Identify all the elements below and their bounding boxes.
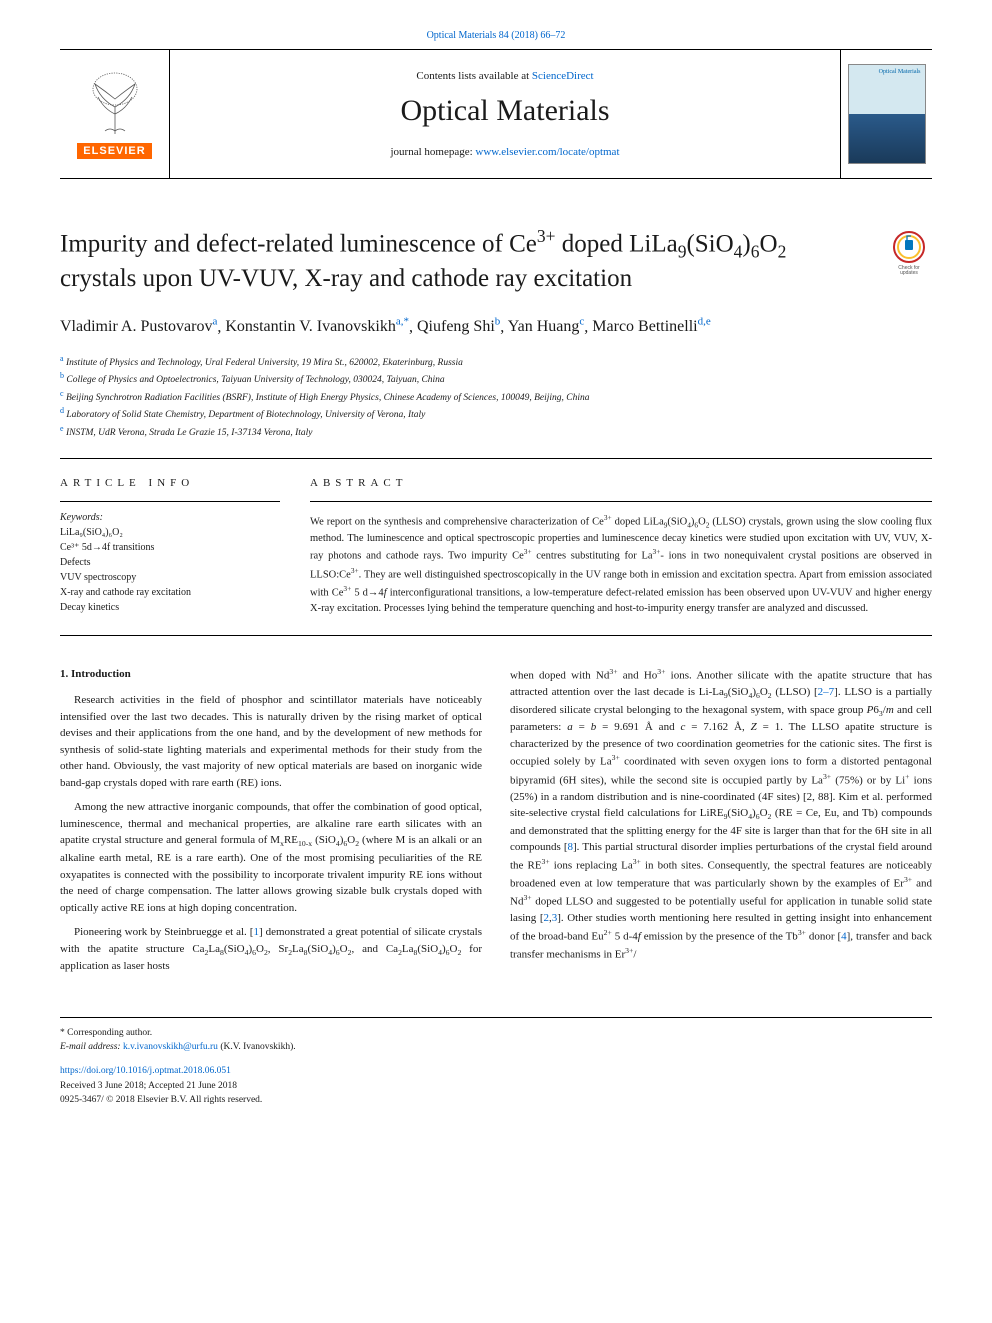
body-columns: 1. Introduction Research activities in t…	[60, 666, 932, 983]
citation-link[interactable]: Optical Materials 84 (2018) 66–72	[427, 30, 566, 41]
homepage-line: journal homepage: www.elsevier.com/locat…	[170, 146, 840, 158]
author: Yan Huangc	[508, 318, 585, 335]
homepage-prefix: journal homepage:	[391, 146, 476, 158]
section-heading: 1. Introduction	[60, 666, 482, 683]
body-paragraph: Among the new attractive inorganic compo…	[60, 799, 482, 916]
affiliation: e INSTM, UdR Verona, Strada Le Grazie 15…	[60, 423, 932, 440]
section-rule	[310, 501, 932, 502]
dates-line: Received 3 June 2018; Accepted 21 June 2…	[60, 1079, 932, 1093]
keyword: LiLa₉(SiO₄)₆O₂	[60, 525, 280, 540]
article-info-heading: ARTICLE INFO	[60, 477, 280, 489]
affiliation: d Laboratory of Solid State Chemistry, D…	[60, 405, 932, 422]
corr-email-link[interactable]: k.v.ivanovskikh@urfu.ru	[123, 1042, 218, 1052]
body-paragraph: Pioneering work by Steinbruegge et al. […	[60, 924, 482, 975]
cover-title-text: Optical Materials	[879, 69, 921, 75]
footer-block: * Corresponding author. E-mail address: …	[60, 1017, 932, 1107]
citation-cite: 84 (2018) 66–72	[499, 30, 566, 41]
abstract-heading: ABSTRACT	[310, 477, 932, 489]
post-abstract-rule	[60, 635, 932, 636]
affiliation: a Institute of Physics and Technology, U…	[60, 353, 932, 370]
body-col-left: 1. Introduction Research activities in t…	[60, 666, 482, 983]
author: Konstantin V. Ivanovskikha,*	[225, 318, 409, 335]
email-line: E-mail address: k.v.ivanovskikh@urfu.ru …	[60, 1040, 932, 1054]
doi-link[interactable]: https://doi.org/10.1016/j.optmat.2018.06…	[60, 1066, 231, 1076]
issn-line: 0925-3467/ © 2018 Elsevier B.V. All righ…	[60, 1093, 932, 1107]
journal-name: Optical Materials	[170, 94, 840, 128]
corr-label: * Corresponding author.	[60, 1026, 932, 1040]
email-name: (K.V. Ivanovskikh).	[218, 1042, 296, 1052]
author: Qiufeng Shib	[417, 318, 500, 335]
keyword: X-ray and cathode ray excitation	[60, 585, 280, 600]
keyword: Ce³⁺ 5d→4f transitions	[60, 540, 280, 555]
keywords-label: Keywords:	[60, 512, 280, 523]
title-row: Impurity and defect-related luminescence…	[60, 225, 932, 296]
contents-prefix: Contents lists available at	[416, 70, 531, 82]
publisher-logo[interactable]: ELSEVIER	[60, 50, 170, 178]
sciencedirect-link[interactable]: ScienceDirect	[532, 70, 594, 82]
contents-line: Contents lists available at ScienceDirec…	[170, 70, 840, 82]
abstract-text: We report on the synthesis and comprehen…	[310, 512, 932, 617]
body-col-right: when doped with Nd3+ and Ho3+ ions. Anot…	[510, 666, 932, 983]
publisher-name: ELSEVIER	[77, 143, 151, 159]
svg-text:updates: updates	[900, 270, 918, 275]
author: Marco Bettinellid,e	[592, 318, 710, 335]
authors-block: Vladimir A. Pustovarova, Konstantin V. I…	[60, 314, 932, 339]
info-abstract-row: ARTICLE INFO Keywords: LiLa₉(SiO₄)₆O₂ Ce…	[60, 458, 932, 617]
affiliations-block: a Institute of Physics and Technology, U…	[60, 353, 932, 440]
keyword: VUV spectroscopy	[60, 570, 280, 585]
affiliation: c Beijing Synchrotron Radiation Faciliti…	[60, 388, 932, 405]
top-citation: Optical Materials 84 (2018) 66–72	[60, 30, 932, 41]
article-info-col: ARTICLE INFO Keywords: LiLa₉(SiO₄)₆O₂ Ce…	[60, 459, 280, 617]
doi-line: https://doi.org/10.1016/j.optmat.2018.06…	[60, 1064, 932, 1078]
affiliation: b College of Physics and Optoelectronics…	[60, 370, 932, 387]
citation-journal: Optical Materials	[427, 30, 497, 41]
abstract-col: ABSTRACT We report on the synthesis and …	[310, 459, 932, 617]
check-for-updates-badge[interactable]: Check for updates	[886, 229, 932, 275]
homepage-link[interactable]: www.elsevier.com/locate/optmat	[475, 146, 619, 158]
author: Vladimir A. Pustovarova	[60, 318, 217, 335]
email-label: E-mail address:	[60, 1042, 123, 1052]
masthead-center: Contents lists available at ScienceDirec…	[170, 50, 840, 178]
article-title: Impurity and defect-related luminescence…	[60, 225, 868, 296]
journal-cover[interactable]: Optical Materials	[840, 50, 932, 178]
keyword: Defects	[60, 555, 280, 570]
keyword: Decay kinetics	[60, 600, 280, 615]
corresponding-block: * Corresponding author. E-mail address: …	[60, 1026, 932, 1055]
body-paragraph: Research activities in the field of phos…	[60, 692, 482, 791]
elsevier-tree-icon	[80, 69, 150, 139]
body-paragraph: when doped with Nd3+ and Ho3+ ions. Anot…	[510, 666, 932, 963]
keywords-list: LiLa₉(SiO₄)₆O₂ Ce³⁺ 5d→4f transitions De…	[60, 525, 280, 615]
section-rule	[60, 501, 280, 502]
cover-thumbnail: Optical Materials	[848, 64, 926, 164]
masthead: ELSEVIER Contents lists available at Sci…	[60, 49, 932, 179]
